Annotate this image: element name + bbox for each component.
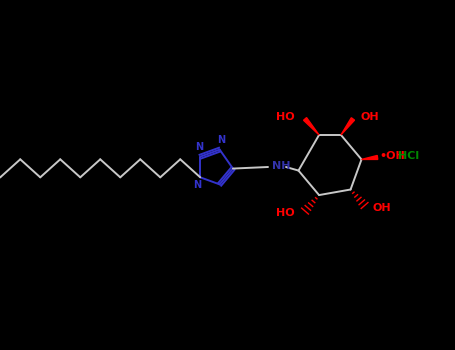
Text: N: N xyxy=(217,135,226,145)
Text: •OH: •OH xyxy=(379,152,405,161)
Text: OH: OH xyxy=(361,112,379,122)
Text: OH: OH xyxy=(373,203,391,212)
Polygon shape xyxy=(362,155,378,160)
Text: N: N xyxy=(195,142,203,152)
Polygon shape xyxy=(303,118,319,135)
Polygon shape xyxy=(341,118,354,135)
Text: HO: HO xyxy=(277,208,295,218)
Text: NH: NH xyxy=(272,161,290,171)
Text: HO: HO xyxy=(277,112,295,122)
Text: N: N xyxy=(193,180,201,190)
Text: HCl: HCl xyxy=(398,152,419,161)
